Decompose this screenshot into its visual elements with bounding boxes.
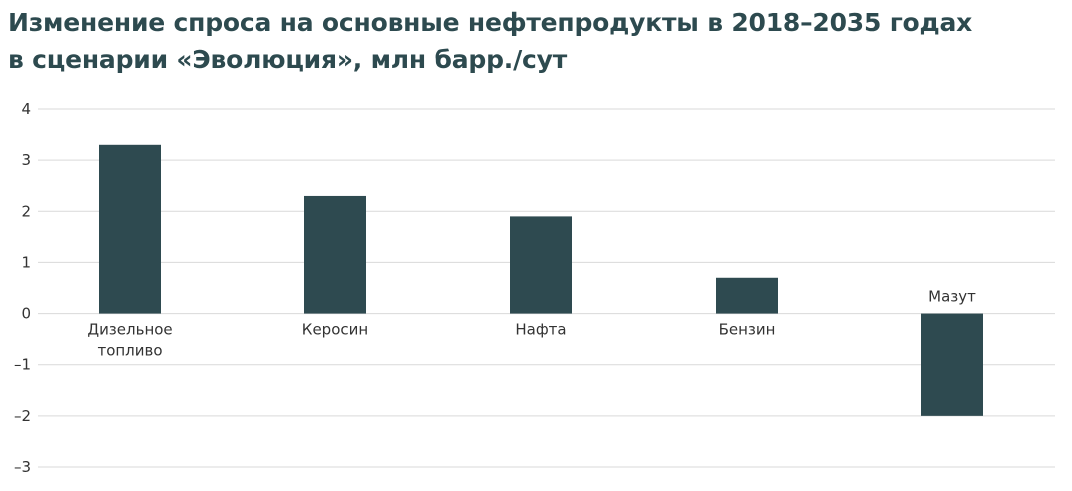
y-tick-label: 1	[21, 253, 31, 271]
category-label: топливо	[97, 342, 162, 360]
chart-title-line-1: Изменение спроса на основные нефтепродук…	[8, 8, 973, 37]
category-label: Нафта	[515, 321, 566, 339]
bars	[99, 144, 983, 416]
bar	[716, 277, 778, 314]
y-tick-label: –2	[14, 407, 31, 425]
y-tick-label: 4	[21, 100, 31, 118]
chart-title-line-2: в сценарии «Эволюция», млн барр./сут	[8, 45, 568, 74]
bar	[304, 195, 366, 314]
gridlines	[38, 108, 1055, 468]
y-tick-label: 3	[21, 151, 31, 169]
y-tick-label: 0	[21, 305, 31, 323]
bar	[921, 313, 983, 416]
y-tick-label: 2	[21, 202, 31, 220]
y-tick-label: –1	[14, 356, 31, 374]
category-label: Дизельное	[87, 321, 172, 339]
chart-title: Изменение спроса на основные нефтепродук…	[8, 4, 1068, 78]
y-tick-label: –3	[14, 458, 31, 476]
bar	[99, 144, 161, 314]
category-labels: Дизельное топливо Керосин Нафта Бензин Мазут	[87, 288, 976, 360]
category-label: Бензин	[719, 321, 776, 339]
y-axis-ticks: 4 3 2 1 0 –1 –2 –3	[14, 100, 31, 476]
category-label: Керосин	[302, 321, 368, 339]
bar	[510, 216, 572, 314]
category-label: Мазут	[928, 288, 976, 306]
